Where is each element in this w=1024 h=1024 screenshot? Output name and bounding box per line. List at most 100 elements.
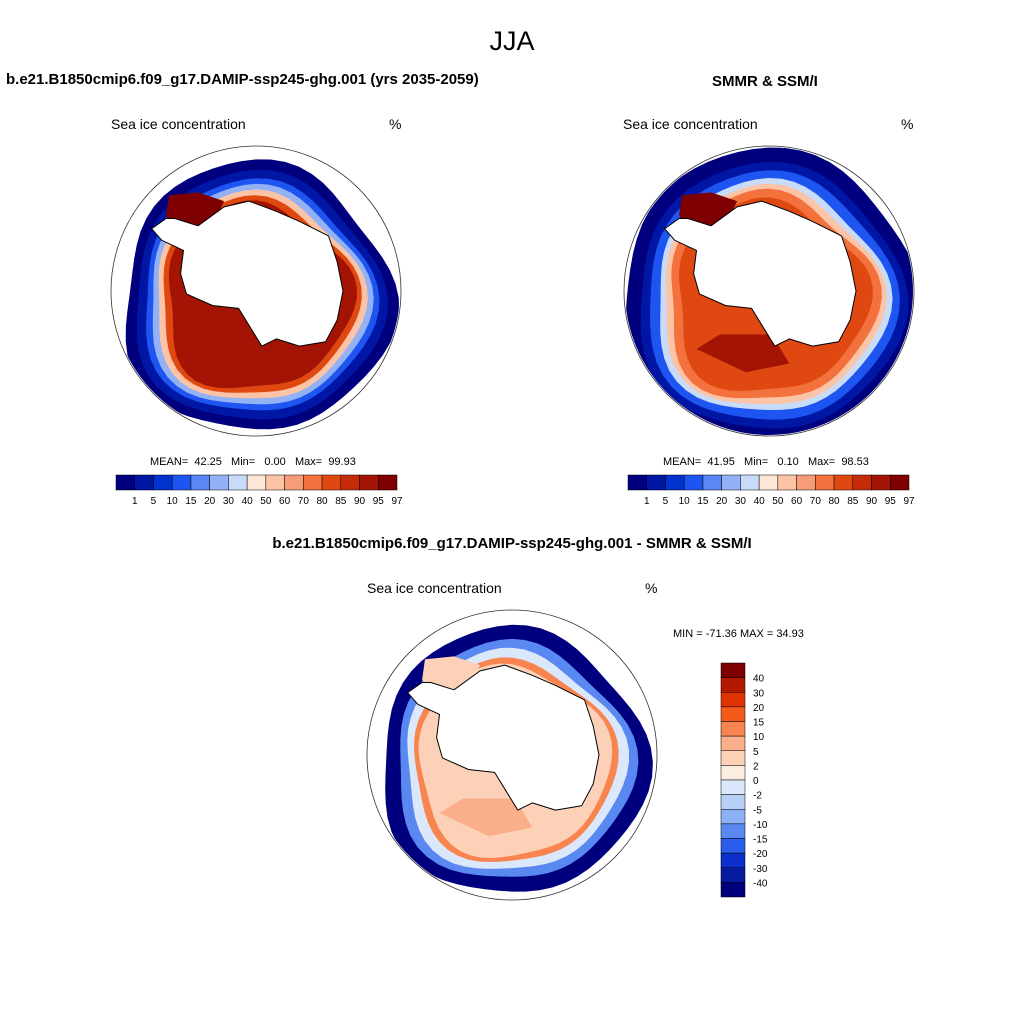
max-value: 99.93 bbox=[328, 456, 356, 468]
colorbar-box bbox=[359, 474, 379, 491]
mean-value: 41.95 bbox=[707, 456, 735, 468]
min-value: 0.00 bbox=[264, 456, 286, 468]
colorbar-tick-label: 50 bbox=[772, 496, 784, 507]
colorbar-tick-label: 50 bbox=[260, 496, 272, 507]
colorbar-tick-label: 10 bbox=[679, 496, 691, 507]
colorbar-tick-label: 5 bbox=[663, 496, 669, 507]
colorbar-box bbox=[209, 474, 229, 491]
colorbar-box bbox=[720, 721, 746, 737]
colorbar-box bbox=[721, 474, 741, 491]
colorbar-box bbox=[134, 474, 154, 491]
colorbar-tick-label: 97 bbox=[391, 496, 403, 507]
colorbar-tick-label: 95 bbox=[373, 496, 385, 507]
colorbar-tick-label: 40 bbox=[754, 496, 766, 507]
panel-1-colorbar: 1 5 10 15 20 30 40 50 60 70 80 85 90 95 97 bbox=[115, 474, 403, 507]
colorbar-tick-label: -10 bbox=[753, 820, 768, 831]
panel-3-title: b.e21.B1850cmip6.f09_g17.DAMIP-ssp245-gh… bbox=[272, 535, 752, 552]
colorbar-tick-label: 40 bbox=[753, 674, 765, 685]
colorbar-box bbox=[153, 474, 173, 491]
colorbar-tick-label: 90 bbox=[354, 496, 366, 507]
colorbar-box bbox=[246, 474, 267, 491]
colorbar-tick-label: 15 bbox=[753, 718, 765, 729]
colorbar-tick-label: 1 bbox=[132, 496, 138, 507]
panel-1-map bbox=[110, 145, 402, 437]
colorbar-box bbox=[646, 474, 666, 491]
colorbar-box bbox=[852, 474, 872, 491]
panel-3-variable: Sea ice concentration bbox=[367, 580, 502, 596]
colorbar-box bbox=[815, 474, 835, 491]
colorbar-box bbox=[702, 474, 722, 491]
panel-3-minmax: MIN = -71.36 MAX = 34.93 bbox=[673, 628, 804, 640]
panel-3-map bbox=[366, 609, 658, 901]
colorbar-tick-label: -15 bbox=[753, 835, 768, 846]
colorbar-box bbox=[890, 474, 910, 491]
colorbar-box bbox=[720, 662, 746, 678]
antarctica-land bbox=[664, 200, 857, 347]
figure-title: JJA bbox=[489, 26, 535, 56]
colorbar-tick-label: 85 bbox=[335, 496, 347, 507]
ross-sea-ice bbox=[696, 334, 790, 373]
panel-1-units: % bbox=[389, 116, 402, 132]
colorbar-tick-label: 15 bbox=[697, 496, 709, 507]
panel-1-stats: MEAN= 42.25 Min= 0.00 Max= 99.93 bbox=[150, 456, 356, 468]
colorbar-tick-label: -40 bbox=[753, 878, 768, 889]
colorbar-box bbox=[627, 474, 647, 491]
min-value: 0.10 bbox=[777, 456, 799, 468]
colorbar-box bbox=[321, 474, 342, 491]
colorbar-box bbox=[740, 474, 760, 491]
colorbar-box bbox=[190, 474, 210, 491]
colorbar-tick-label: 97 bbox=[903, 496, 915, 507]
colorbar-tick-label: 20 bbox=[716, 496, 728, 507]
colorbar-tick-label: 10 bbox=[167, 496, 179, 507]
antarctica-land bbox=[151, 200, 344, 347]
mean-label: MEAN= bbox=[150, 456, 189, 468]
colorbar-box bbox=[284, 474, 304, 491]
colorbar-box bbox=[871, 474, 891, 491]
colorbar-tick-label: -20 bbox=[753, 849, 768, 860]
colorbar-tick-label: 30 bbox=[753, 688, 765, 699]
colorbar-tick-label: 70 bbox=[810, 496, 822, 507]
panel-2-variable: Sea ice concentration bbox=[623, 116, 758, 132]
panel-2-colorbar: 1 5 10 15 20 30 40 50 60 70 80 85 90 95 97 bbox=[627, 474, 915, 507]
colorbar-tick-label: 70 bbox=[298, 496, 310, 507]
sea-ice-field bbox=[625, 147, 913, 435]
colorbar-tick-label: 5 bbox=[151, 496, 157, 507]
colorbar-box bbox=[228, 474, 248, 491]
max-value: 98.53 bbox=[841, 456, 869, 468]
colorbar-tick-label: 85 bbox=[847, 496, 859, 507]
colorbar-box bbox=[720, 882, 746, 898]
colorbar-box bbox=[720, 677, 746, 693]
panel-2-stats: MEAN= 41.95 Min= 0.10 Max= 98.53 bbox=[663, 456, 869, 468]
panel-2-units: % bbox=[901, 116, 914, 132]
colorbar-tick-label: 60 bbox=[791, 496, 803, 507]
colorbar-box bbox=[115, 474, 135, 491]
colorbar-tick-label: 40 bbox=[242, 496, 254, 507]
max-label: Max= bbox=[294, 456, 323, 468]
colorbar-tick-label: 95 bbox=[885, 496, 897, 507]
panel-2-map bbox=[623, 145, 915, 437]
colorbar-tick-label: -30 bbox=[753, 864, 768, 875]
panel-1-title: b.e21.B1850cmip6.f09_g17.DAMIP-ssp245-gh… bbox=[6, 71, 479, 88]
colorbar-box bbox=[720, 765, 746, 781]
colorbar-box bbox=[720, 706, 746, 722]
panel-2-title: SMMR & SSM/I bbox=[712, 73, 818, 90]
colorbar-tick-label: 30 bbox=[735, 496, 747, 507]
colorbar-tick-label: 15 bbox=[185, 496, 197, 507]
colorbar-box bbox=[720, 852, 746, 868]
colorbar-box bbox=[720, 735, 746, 751]
colorbar-box bbox=[171, 474, 192, 491]
colorbar-box bbox=[720, 823, 746, 839]
max-label: Max= bbox=[807, 456, 836, 468]
antarctica-land bbox=[407, 664, 600, 811]
colorbar-box bbox=[303, 474, 323, 491]
colorbar-tick-label: 90 bbox=[866, 496, 878, 507]
colorbar-box bbox=[720, 867, 746, 883]
colorbar-box bbox=[720, 794, 746, 810]
mean-label: MEAN= bbox=[663, 456, 702, 468]
min-label: Min= bbox=[231, 456, 256, 468]
colorbar-box bbox=[720, 750, 746, 766]
mean-value: 42.25 bbox=[194, 456, 222, 468]
colorbar-tick-label: -2 bbox=[753, 791, 762, 802]
ross-sea-ice bbox=[183, 334, 277, 373]
